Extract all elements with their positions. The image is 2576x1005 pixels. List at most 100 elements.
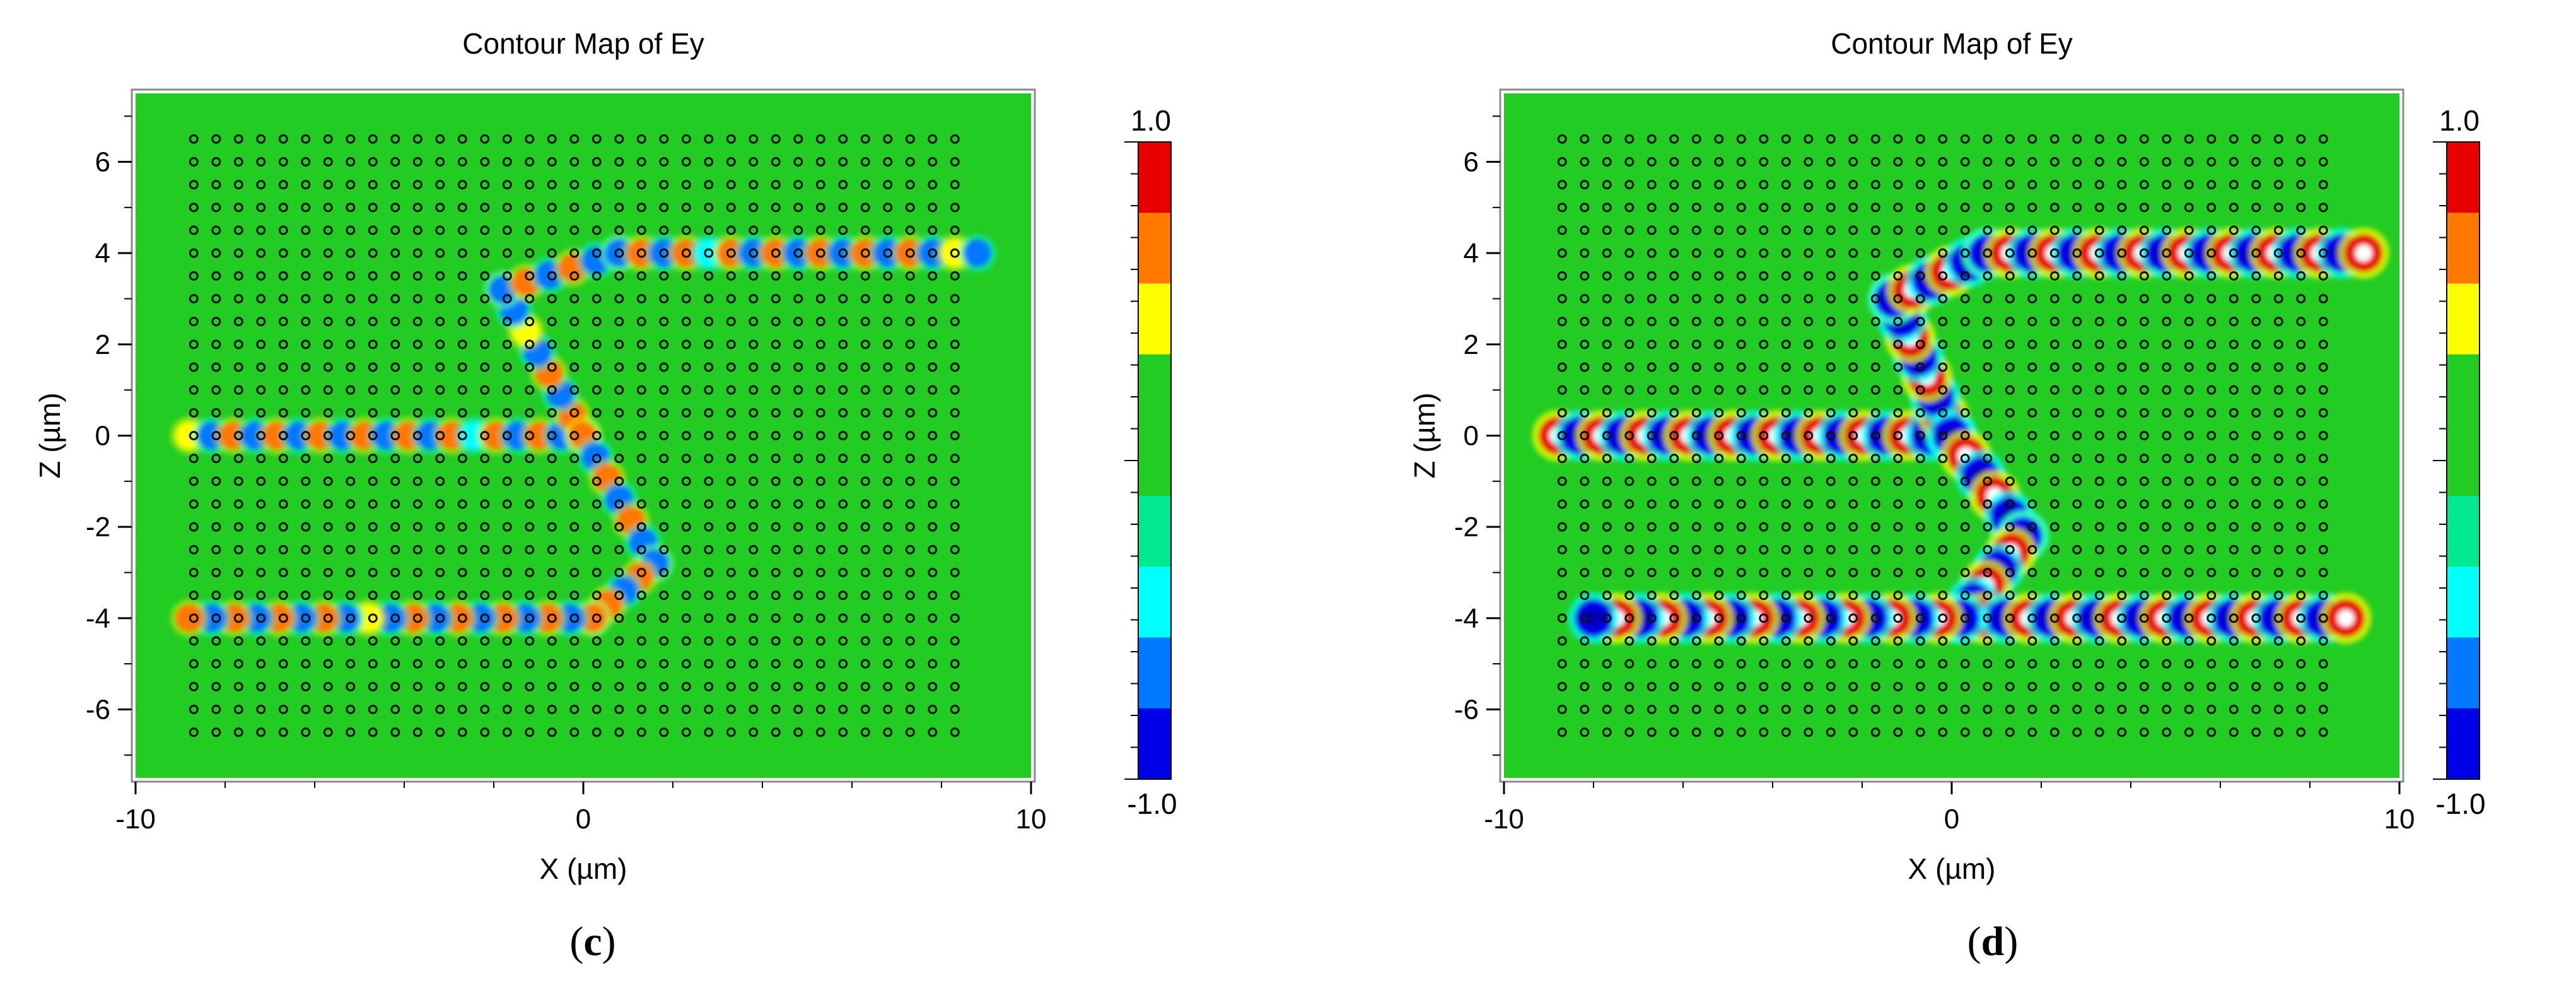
- rod: [2117, 339, 2127, 350]
- rod: [1826, 271, 1836, 281]
- rod: [815, 431, 825, 440]
- rod: [412, 385, 423, 395]
- rod: [681, 431, 691, 440]
- rod: [726, 225, 736, 235]
- rod: [2094, 659, 2104, 669]
- rod: [883, 317, 893, 327]
- rod: [1960, 294, 1970, 303]
- rod: [1580, 544, 1590, 555]
- rod: [1804, 727, 1814, 738]
- rod: [636, 248, 646, 258]
- rod: [2206, 544, 2217, 555]
- rod: [1580, 317, 1590, 327]
- rod: [2094, 681, 2104, 691]
- rod: [435, 134, 445, 144]
- rod: [1983, 225, 1993, 235]
- rod: [457, 476, 467, 486]
- rod: [2296, 385, 2306, 395]
- rod: [614, 431, 624, 440]
- rod: [2318, 476, 2328, 486]
- rod: [2072, 476, 2082, 486]
- rod: [435, 613, 445, 623]
- rod: [2094, 499, 2104, 509]
- rod: [636, 591, 646, 601]
- rod: [390, 203, 400, 213]
- rod: [435, 499, 445, 509]
- rod: [1781, 271, 1791, 281]
- rod: [1848, 339, 1858, 350]
- rod: [1624, 339, 1635, 350]
- rod: [2094, 544, 2104, 555]
- rod: [883, 476, 893, 486]
- panel-label-c: (c): [569, 919, 616, 965]
- rod: [233, 636, 243, 646]
- rod: [2273, 180, 2283, 190]
- rod: [346, 339, 356, 350]
- rod: [301, 134, 311, 144]
- rod: [1848, 476, 1858, 486]
- rod: [681, 203, 691, 213]
- rod: [1602, 522, 1612, 532]
- rod: [2229, 727, 2239, 738]
- rod: [2318, 454, 2328, 464]
- rod: [1826, 522, 1836, 532]
- rod: [860, 317, 870, 327]
- rod: [2318, 522, 2328, 532]
- rod: [2206, 294, 2217, 303]
- rod: [2318, 157, 2328, 167]
- rod: [2139, 681, 2149, 691]
- rod: [1893, 317, 1903, 327]
- rod: [2318, 362, 2328, 372]
- rod: [2049, 339, 2060, 350]
- rod: [681, 134, 691, 144]
- rod: [771, 544, 781, 555]
- rod: [636, 522, 646, 532]
- rod: [1870, 476, 1880, 486]
- rod: [1646, 568, 1657, 577]
- rod: [1893, 385, 1903, 395]
- rod: [301, 476, 311, 486]
- rod: [704, 681, 714, 691]
- rod: [525, 339, 535, 350]
- rod: [928, 248, 938, 258]
- rod: [704, 339, 714, 350]
- rod: [1983, 568, 1993, 577]
- rod: [435, 522, 445, 532]
- rod: [323, 203, 333, 213]
- rod: [278, 681, 288, 691]
- rod: [2005, 339, 2015, 350]
- rod: [2117, 317, 2127, 327]
- rod: [1691, 294, 1701, 303]
- rod: [1646, 248, 1657, 258]
- rod: [480, 180, 490, 190]
- rod: [301, 339, 311, 350]
- rod: [1804, 636, 1814, 646]
- rod: [189, 681, 199, 691]
- rod: [211, 385, 221, 395]
- rod: [928, 225, 938, 235]
- rod: [233, 454, 243, 464]
- rod: [2273, 225, 2283, 235]
- rod: [547, 659, 557, 669]
- rod: [1893, 544, 1903, 555]
- rod: [412, 499, 423, 509]
- rod: [2139, 248, 2149, 258]
- rod: [1557, 225, 1567, 235]
- rod: [569, 454, 580, 464]
- rod: [1759, 317, 1769, 327]
- rod: [1983, 522, 1993, 532]
- rod: [2162, 157, 2172, 167]
- rod: [1804, 568, 1814, 577]
- rod: [2296, 568, 2306, 577]
- rod: [368, 613, 378, 623]
- rod: [569, 385, 580, 395]
- rod: [1624, 385, 1635, 395]
- rod: [2027, 727, 2037, 738]
- rod: [1714, 522, 1724, 532]
- rod: [1804, 317, 1814, 327]
- rod: [2184, 681, 2194, 691]
- y-tick-label: -4: [1454, 603, 1479, 634]
- rod: [1669, 659, 1679, 669]
- rod: [636, 636, 646, 646]
- rod: [211, 522, 221, 532]
